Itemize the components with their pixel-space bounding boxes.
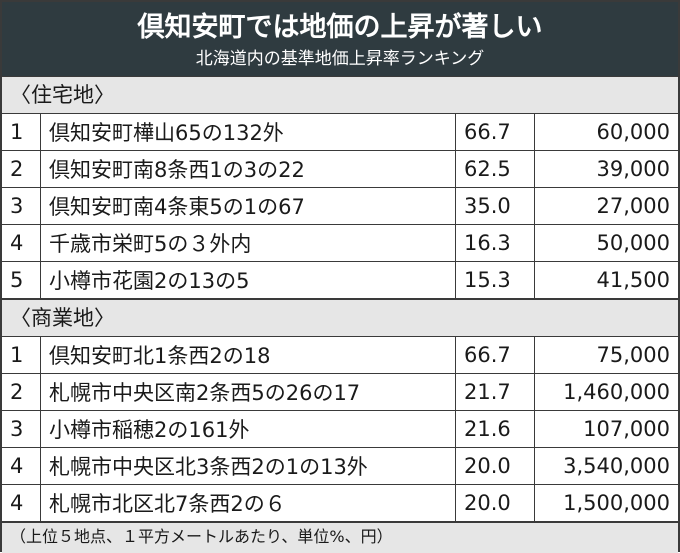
location-cell: 千歳市栄町5の３外内 (40, 224, 456, 262)
section-label-commercial: 〈商業地〉 (2, 299, 678, 336)
residential-table: 1 倶知安町樺山65の132外 66.7 60,000 2 倶知安町南8条西1の… (2, 113, 678, 299)
price-cell: 60,000 (534, 113, 678, 151)
price-cell: 27,000 (534, 187, 678, 225)
table-row: 4 札幌市中央区北3条西2の1の13外 20.0 3,540,000 (2, 447, 678, 485)
header: 倶知安町では地価の上昇が著しい 北海道内の基準地価上昇率ランキング (2, 2, 678, 76)
price-cell: 1,460,000 (534, 373, 678, 411)
rate-cell: 66.7 (455, 336, 535, 374)
price-cell: 41,500 (534, 261, 678, 299)
table-row: 4 札幌市北区北7条西2の６ 20.0 1,500,000 (2, 484, 678, 522)
rate-cell: 21.7 (455, 373, 535, 411)
rate-cell: 66.7 (455, 113, 535, 151)
location-cell: 札幌市中央区南2条西5の26の17 (40, 373, 456, 411)
price-cell: 39,000 (534, 150, 678, 188)
footnote: （上位５地点、１平方メートルあたり、単位%、円） (2, 522, 678, 553)
rank-cell: 2 (2, 373, 41, 411)
table-row: 2 倶知安町南8条西1の3の22 62.5 39,000 (2, 150, 678, 188)
location-cell: 札幌市中央区北3条西2の1の13外 (40, 447, 456, 485)
rank-cell: 4 (2, 484, 41, 522)
table-row: 1 倶知安町北1条西2の18 66.7 75,000 (2, 336, 678, 374)
table-row: 3 小樽市稲穂2の161外 21.6 107,000 (2, 410, 678, 448)
page-title: 倶知安町では地価の上昇が著しい (137, 12, 543, 43)
rank-cell: 1 (2, 113, 41, 151)
table-row: 3 倶知安町南4条東5の1の67 35.0 27,000 (2, 187, 678, 225)
location-cell: 倶知安町南4条東5の1の67 (40, 187, 456, 225)
rate-cell: 35.0 (455, 187, 535, 225)
rate-cell: 21.6 (455, 410, 535, 448)
price-cell: 3,540,000 (534, 447, 678, 485)
location-cell: 倶知安町北1条西2の18 (40, 336, 456, 374)
location-cell: 小樽市稲穂2の161外 (40, 410, 456, 448)
section-label-residential: 〈住宅地〉 (2, 76, 678, 113)
rate-cell: 20.0 (455, 484, 535, 522)
rank-cell: 5 (2, 261, 41, 299)
table-row: 5 小樽市花園2の13の5 15.3 41,500 (2, 261, 678, 299)
location-cell: 札幌市北区北7条西2の６ (40, 484, 456, 522)
rank-cell: 2 (2, 150, 41, 188)
price-cell: 1,500,000 (534, 484, 678, 522)
price-cell: 75,000 (534, 336, 678, 374)
rate-cell: 15.3 (455, 261, 535, 299)
rate-cell: 62.5 (455, 150, 535, 188)
rate-cell: 16.3 (455, 224, 535, 262)
price-cell: 107,000 (534, 410, 678, 448)
location-cell: 倶知安町樺山65の132外 (40, 113, 456, 151)
rate-cell: 20.0 (455, 447, 535, 485)
rank-cell: 3 (2, 410, 41, 448)
table-row: 1 倶知安町樺山65の132外 66.7 60,000 (2, 113, 678, 151)
price-cell: 50,000 (534, 224, 678, 262)
table-row: 2 札幌市中央区南2条西5の26の17 21.7 1,460,000 (2, 373, 678, 411)
commercial-table: 1 倶知安町北1条西2の18 66.7 75,000 2 札幌市中央区南2条西5… (2, 336, 678, 522)
rank-cell: 4 (2, 224, 41, 262)
rank-cell: 1 (2, 336, 41, 374)
location-cell: 倶知安町南8条西1の3の22 (40, 150, 456, 188)
table-row: 4 千歳市栄町5の３外内 16.3 50,000 (2, 224, 678, 262)
location-cell: 小樽市花園2の13の5 (40, 261, 456, 299)
rank-cell: 3 (2, 187, 41, 225)
rank-cell: 4 (2, 447, 41, 485)
page-subtitle: 北海道内の基準地価上昇率ランキング (195, 49, 485, 69)
